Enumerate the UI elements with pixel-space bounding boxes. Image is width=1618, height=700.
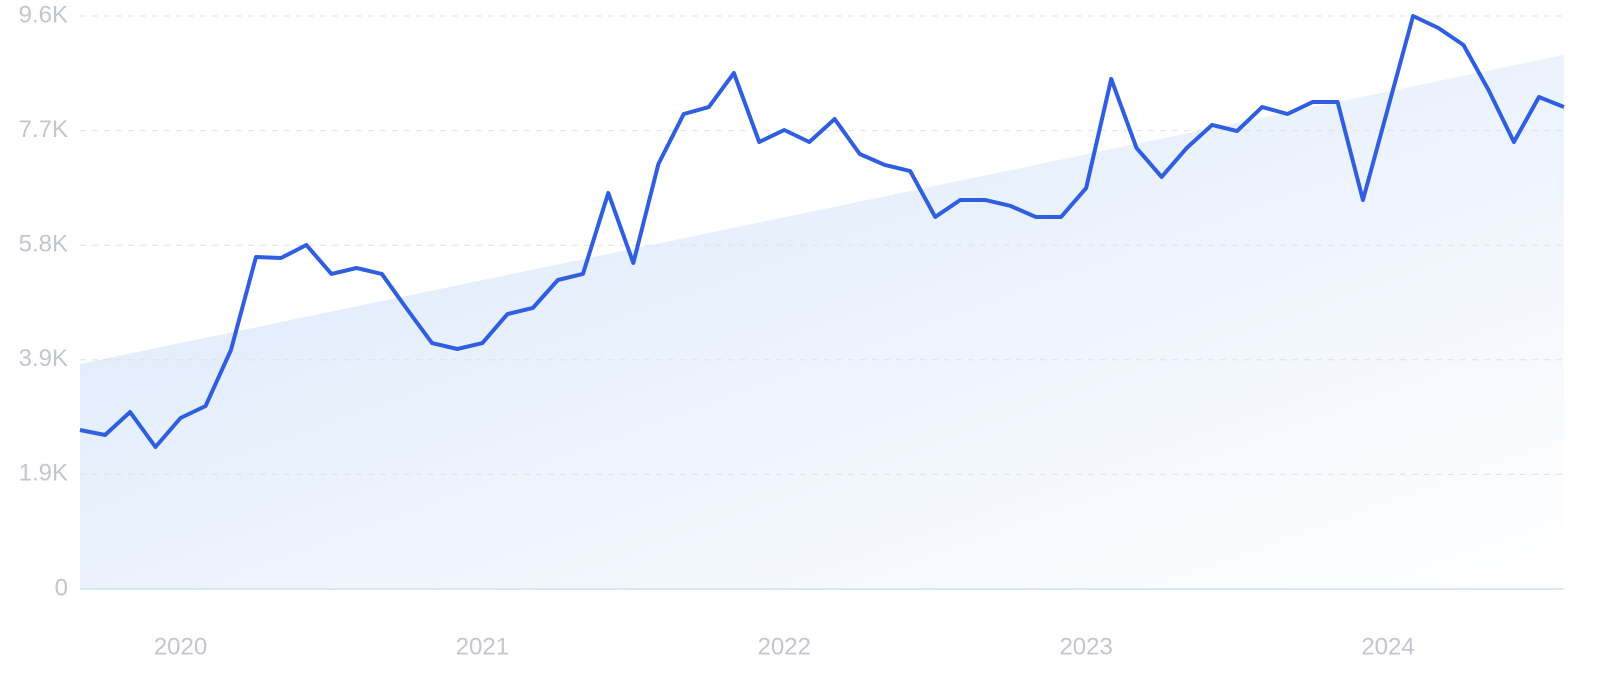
y-tick-label: 5.8K (19, 231, 68, 258)
y-tick-label: 0 (55, 574, 68, 601)
x-tick-label: 2022 (758, 633, 811, 660)
trend-area (80, 54, 1564, 589)
line (79, 14, 1565, 450)
y-tick-label: 7.7K (19, 116, 68, 143)
y-tick-label: 1.9K (19, 460, 68, 487)
y-tick-label: 9.6K (19, 1, 68, 28)
y-tick-label: 3.9K (19, 345, 68, 372)
x-tick-label: 2023 (1059, 633, 1112, 660)
x-tick-label: 2021 (456, 633, 509, 660)
x-tick-label: 2024 (1361, 633, 1414, 660)
x-tick-label: 2020 (154, 633, 207, 660)
